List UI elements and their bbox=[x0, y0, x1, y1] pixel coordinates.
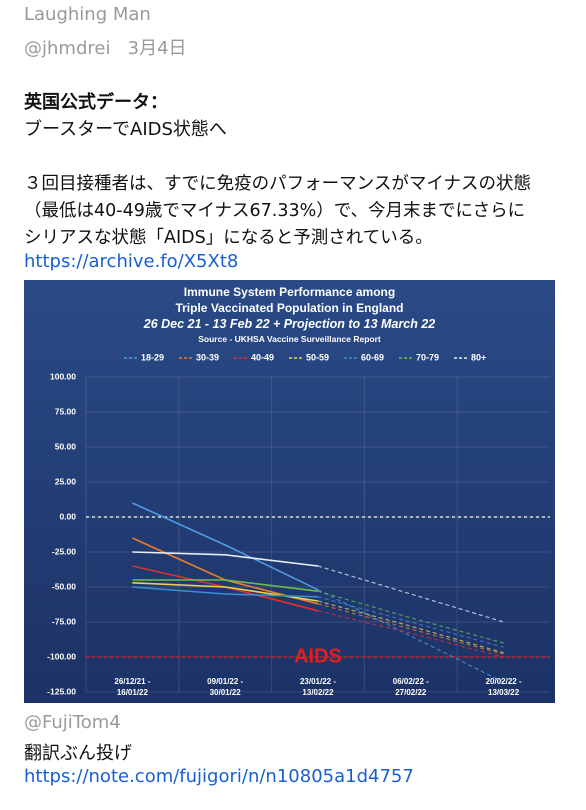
handle: @jhmdrei 3月4日 bbox=[24, 34, 187, 60]
author: Laughing Man bbox=[24, 4, 151, 25]
y-tick-label: -75.00 bbox=[52, 616, 76, 626]
legend-label: 70-79 bbox=[416, 352, 439, 362]
note-link[interactable]: https://note.com/fujigori/n/n10805a1d475… bbox=[24, 766, 414, 787]
series-line bbox=[132, 502, 319, 591]
y-tick-label: -25.00 bbox=[52, 546, 76, 556]
body-line: （最低は40-49歳でマイナス67.33%）で、今月末までにさらに bbox=[24, 201, 526, 221]
series-line bbox=[132, 551, 319, 567]
x-tick-label: 23/01/22 - 13/02/22 bbox=[299, 677, 337, 697]
y-tick-label: 75.00 bbox=[55, 406, 77, 416]
credit: @FujiTom4 bbox=[24, 712, 121, 733]
series-line bbox=[132, 579, 319, 592]
projection-line bbox=[317, 603, 504, 655]
headline: ブースターでAIDS状態へ bbox=[24, 119, 227, 140]
headline: 英国公式データ： bbox=[24, 92, 168, 113]
x-tick-label: 06/02/22 - 27/02/22 bbox=[392, 677, 429, 697]
legend-label: 80+ bbox=[471, 352, 486, 362]
y-tick-label: 50.00 bbox=[55, 441, 77, 451]
series-line bbox=[132, 582, 319, 602]
y-tick-label: -100.00 bbox=[47, 651, 76, 661]
legend-label: 60-69 bbox=[361, 352, 384, 362]
projection-line bbox=[317, 610, 504, 658]
chart-title: Immune System Performance among Triple V… bbox=[175, 285, 404, 315]
projection-line bbox=[317, 565, 504, 623]
x-tick-label: 26/12/21 - 16/01/22 bbox=[114, 677, 151, 697]
x-tick-label: 20/02/22 - 13/03/22 bbox=[485, 677, 522, 697]
date: 3月4日 bbox=[127, 38, 187, 59]
chart: Immune System Performance among Triple V… bbox=[24, 280, 555, 703]
projection-line bbox=[317, 600, 504, 654]
series-line bbox=[132, 586, 319, 598]
y-tick-label: 0.00 bbox=[59, 511, 76, 521]
body-line: ３回目接種者は、すでに免疫のパフォーマンスがマイナスの状態 bbox=[24, 174, 531, 194]
legend-label: 18-29 bbox=[141, 352, 164, 362]
chart-subtitle: 26 Dec 21 - 13 Feb 22 + Projection to 13… bbox=[143, 317, 436, 331]
note: 翻訳ぶん投げ bbox=[24, 743, 132, 764]
y-tick-label: 100.00 bbox=[50, 371, 76, 381]
body-line: シリアスな状態「AIDS」になると予測されている。 bbox=[24, 228, 433, 248]
x-tick-label: 09/01/22 - 30/01/22 bbox=[207, 677, 244, 697]
y-tick-label: 25.00 bbox=[55, 476, 77, 486]
legend-label: 40-49 bbox=[251, 352, 274, 362]
link[interactable]: https://archive.fo/X5Xt8 bbox=[24, 251, 239, 272]
legend-label: 50-59 bbox=[306, 352, 329, 362]
reference-label: AIDS bbox=[294, 645, 342, 667]
plot: 100.00 75.00 50.00 25.00 0.00 -25.00 -50.00 -75… bbox=[47, 352, 550, 696]
y-tick-label: -125.00 bbox=[47, 686, 76, 696]
legend-label: 30-39 bbox=[196, 352, 219, 362]
handle-text: @jhmdrei bbox=[24, 38, 111, 59]
y-tick-label: -50.00 bbox=[52, 581, 76, 591]
chart-source: Source - UKHSA Vaccine Surveillance Repo… bbox=[198, 334, 381, 344]
